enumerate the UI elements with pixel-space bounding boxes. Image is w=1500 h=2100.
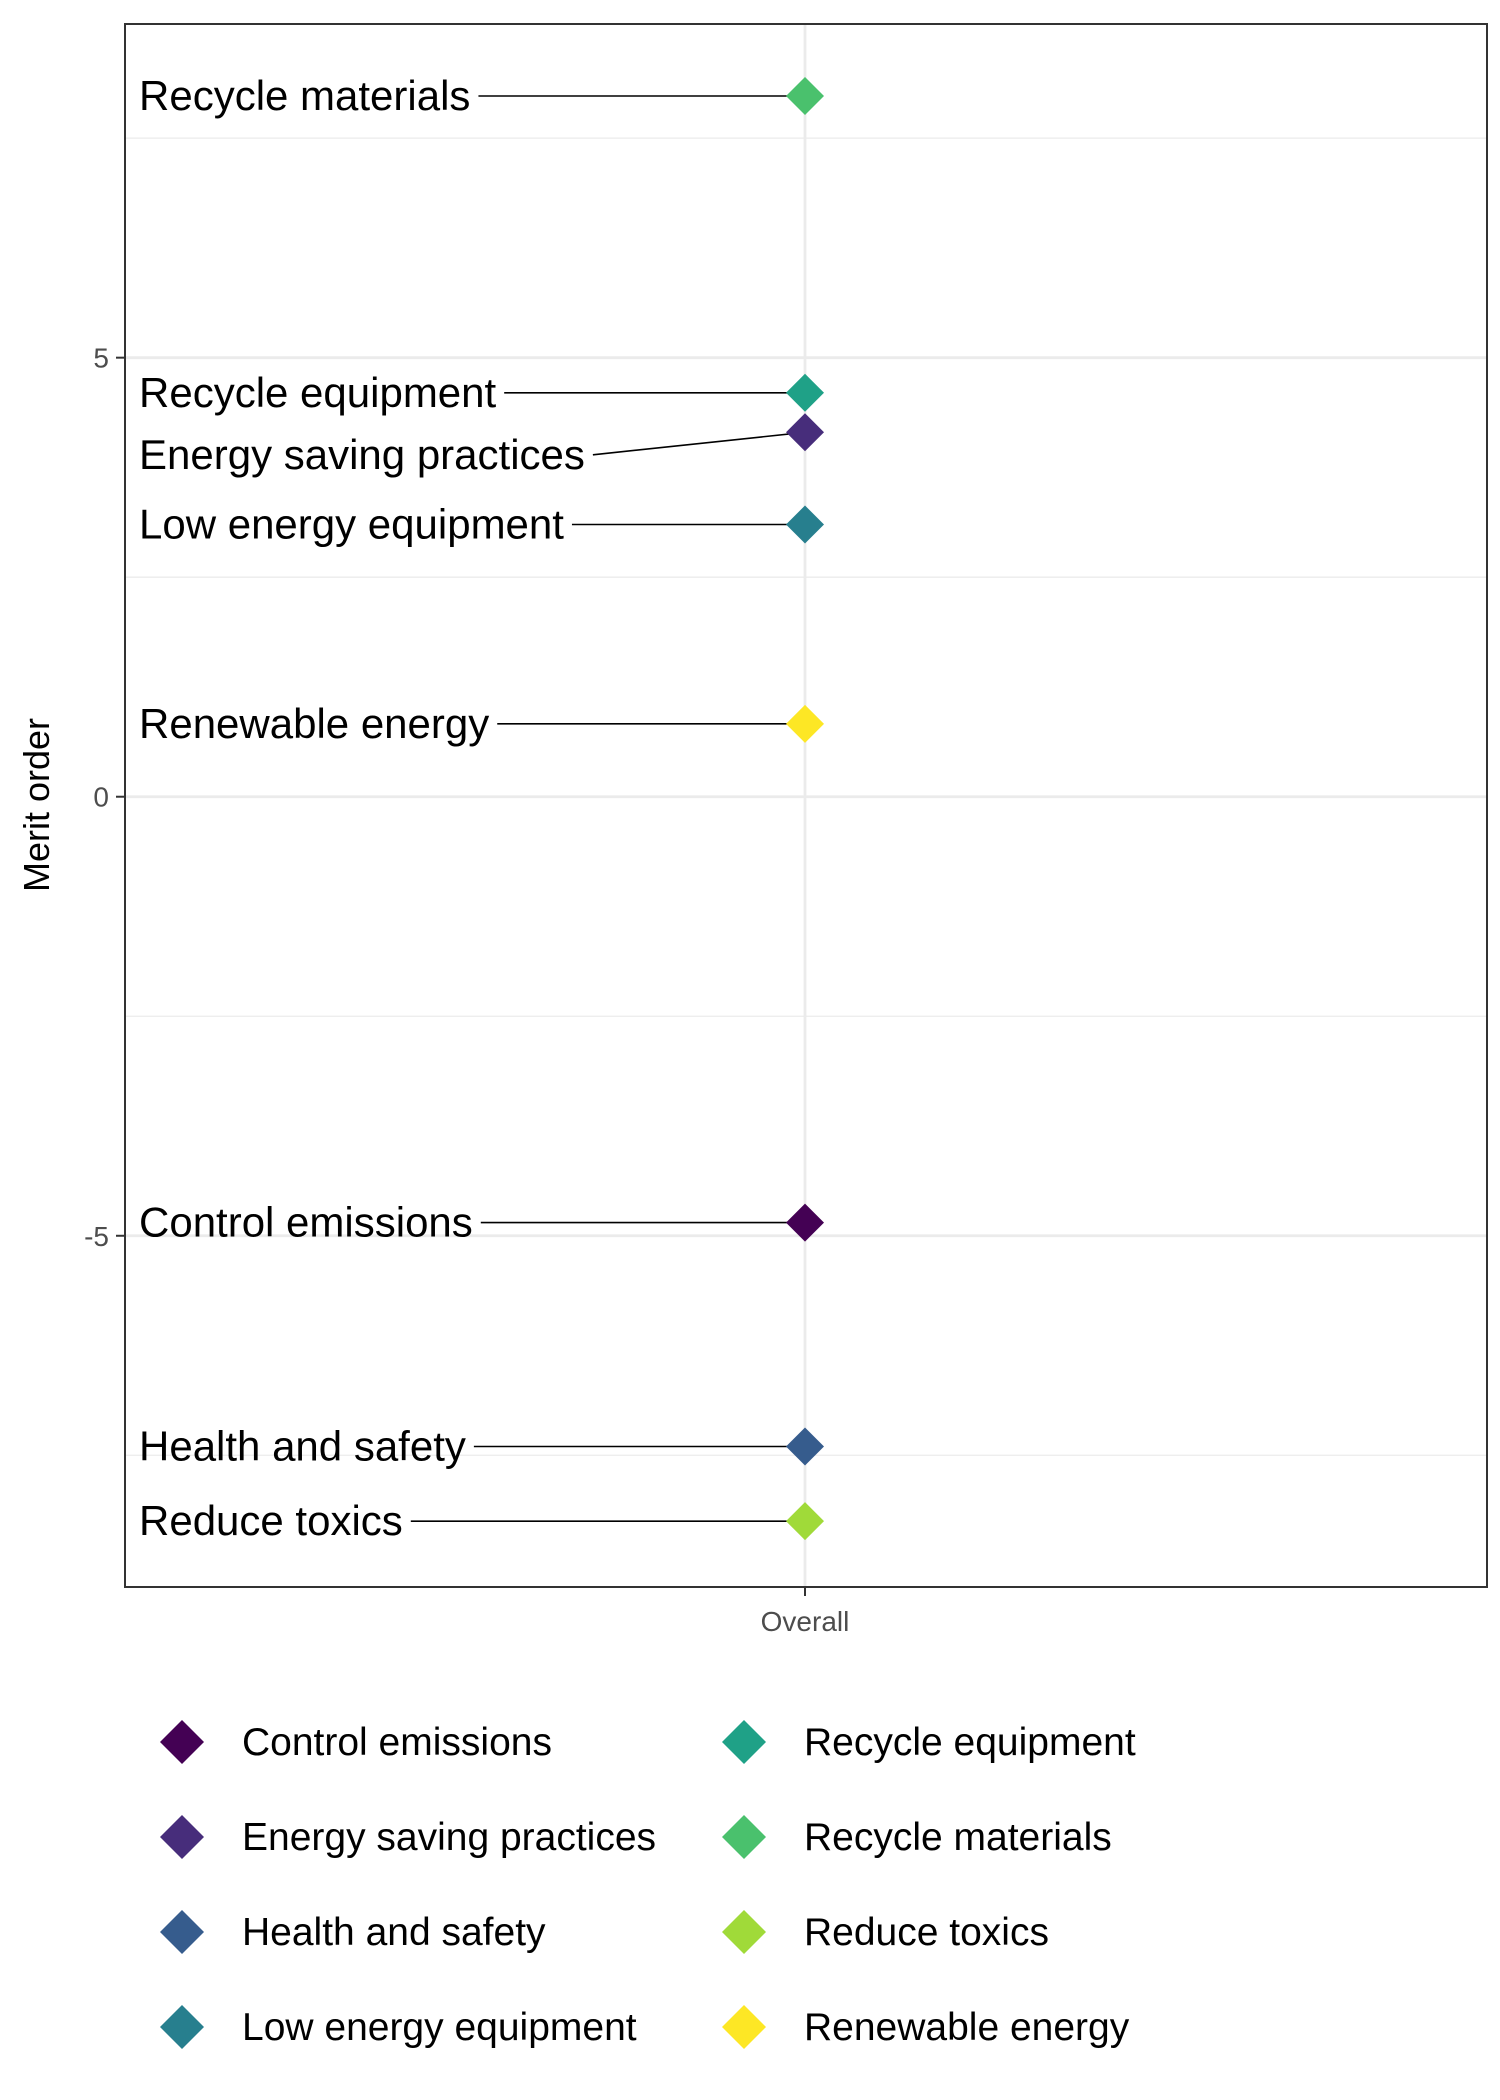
data-point bbox=[786, 1502, 824, 1541]
legend-label: Health and safety bbox=[242, 1911, 546, 1954]
legend-label: Energy saving practices bbox=[242, 1816, 656, 1859]
label-leader-lines bbox=[410, 95, 806, 1522]
point-label: Control emissions bbox=[139, 1199, 473, 1246]
data-point bbox=[786, 373, 824, 412]
legend: Control emissions Energy saving practices… bbox=[160, 1720, 1136, 2049]
legend-key bbox=[722, 1815, 766, 1859]
data-point bbox=[786, 704, 824, 743]
y-tick-label: 5 bbox=[93, 343, 109, 374]
legend-label: Low energy equipment bbox=[242, 2006, 637, 2049]
data-point bbox=[786, 1427, 824, 1466]
legend-key bbox=[722, 1720, 766, 1764]
y-tick-label: -5 bbox=[84, 1221, 109, 1252]
legend-key bbox=[160, 2005, 204, 2049]
y-axis-title: Merit order bbox=[16, 718, 57, 892]
panel-border bbox=[124, 23, 1488, 1588]
axes: -5 0 5 Overall bbox=[84, 343, 849, 1637]
data-point bbox=[786, 413, 824, 452]
legend-key bbox=[722, 2005, 766, 2049]
point-label: Recycle materials bbox=[139, 72, 470, 119]
x-tick-label: Overall bbox=[761, 1606, 850, 1637]
point-labels: Recycle materials Recycle equipment Energy… bbox=[139, 72, 585, 1544]
leader-line bbox=[592, 431, 806, 456]
point-label: Health and safety bbox=[139, 1423, 466, 1470]
legend-key bbox=[160, 1815, 204, 1859]
point-label: Low energy equipment bbox=[139, 501, 564, 548]
point-label: Reduce toxics bbox=[139, 1497, 403, 1544]
legend-label: Control emissions bbox=[242, 1721, 552, 1764]
data-point bbox=[786, 77, 824, 116]
legend-key bbox=[160, 1910, 204, 1954]
data-point bbox=[786, 505, 824, 544]
data-point bbox=[786, 1203, 824, 1242]
data-points bbox=[786, 77, 824, 1541]
point-label: Renewable energy bbox=[139, 700, 489, 747]
legend-label: Recycle equipment bbox=[804, 1721, 1136, 1764]
point-label: Recycle equipment bbox=[139, 369, 497, 416]
point-label: Energy saving practices bbox=[139, 431, 585, 478]
legend-key bbox=[160, 1720, 204, 1764]
legend-label: Recycle materials bbox=[804, 1816, 1112, 1859]
legend-label: Renewable energy bbox=[804, 2006, 1130, 2049]
legend-key bbox=[722, 1910, 766, 1954]
y-tick-label: 0 bbox=[93, 782, 109, 813]
legend-label: Reduce toxics bbox=[804, 1911, 1049, 1954]
